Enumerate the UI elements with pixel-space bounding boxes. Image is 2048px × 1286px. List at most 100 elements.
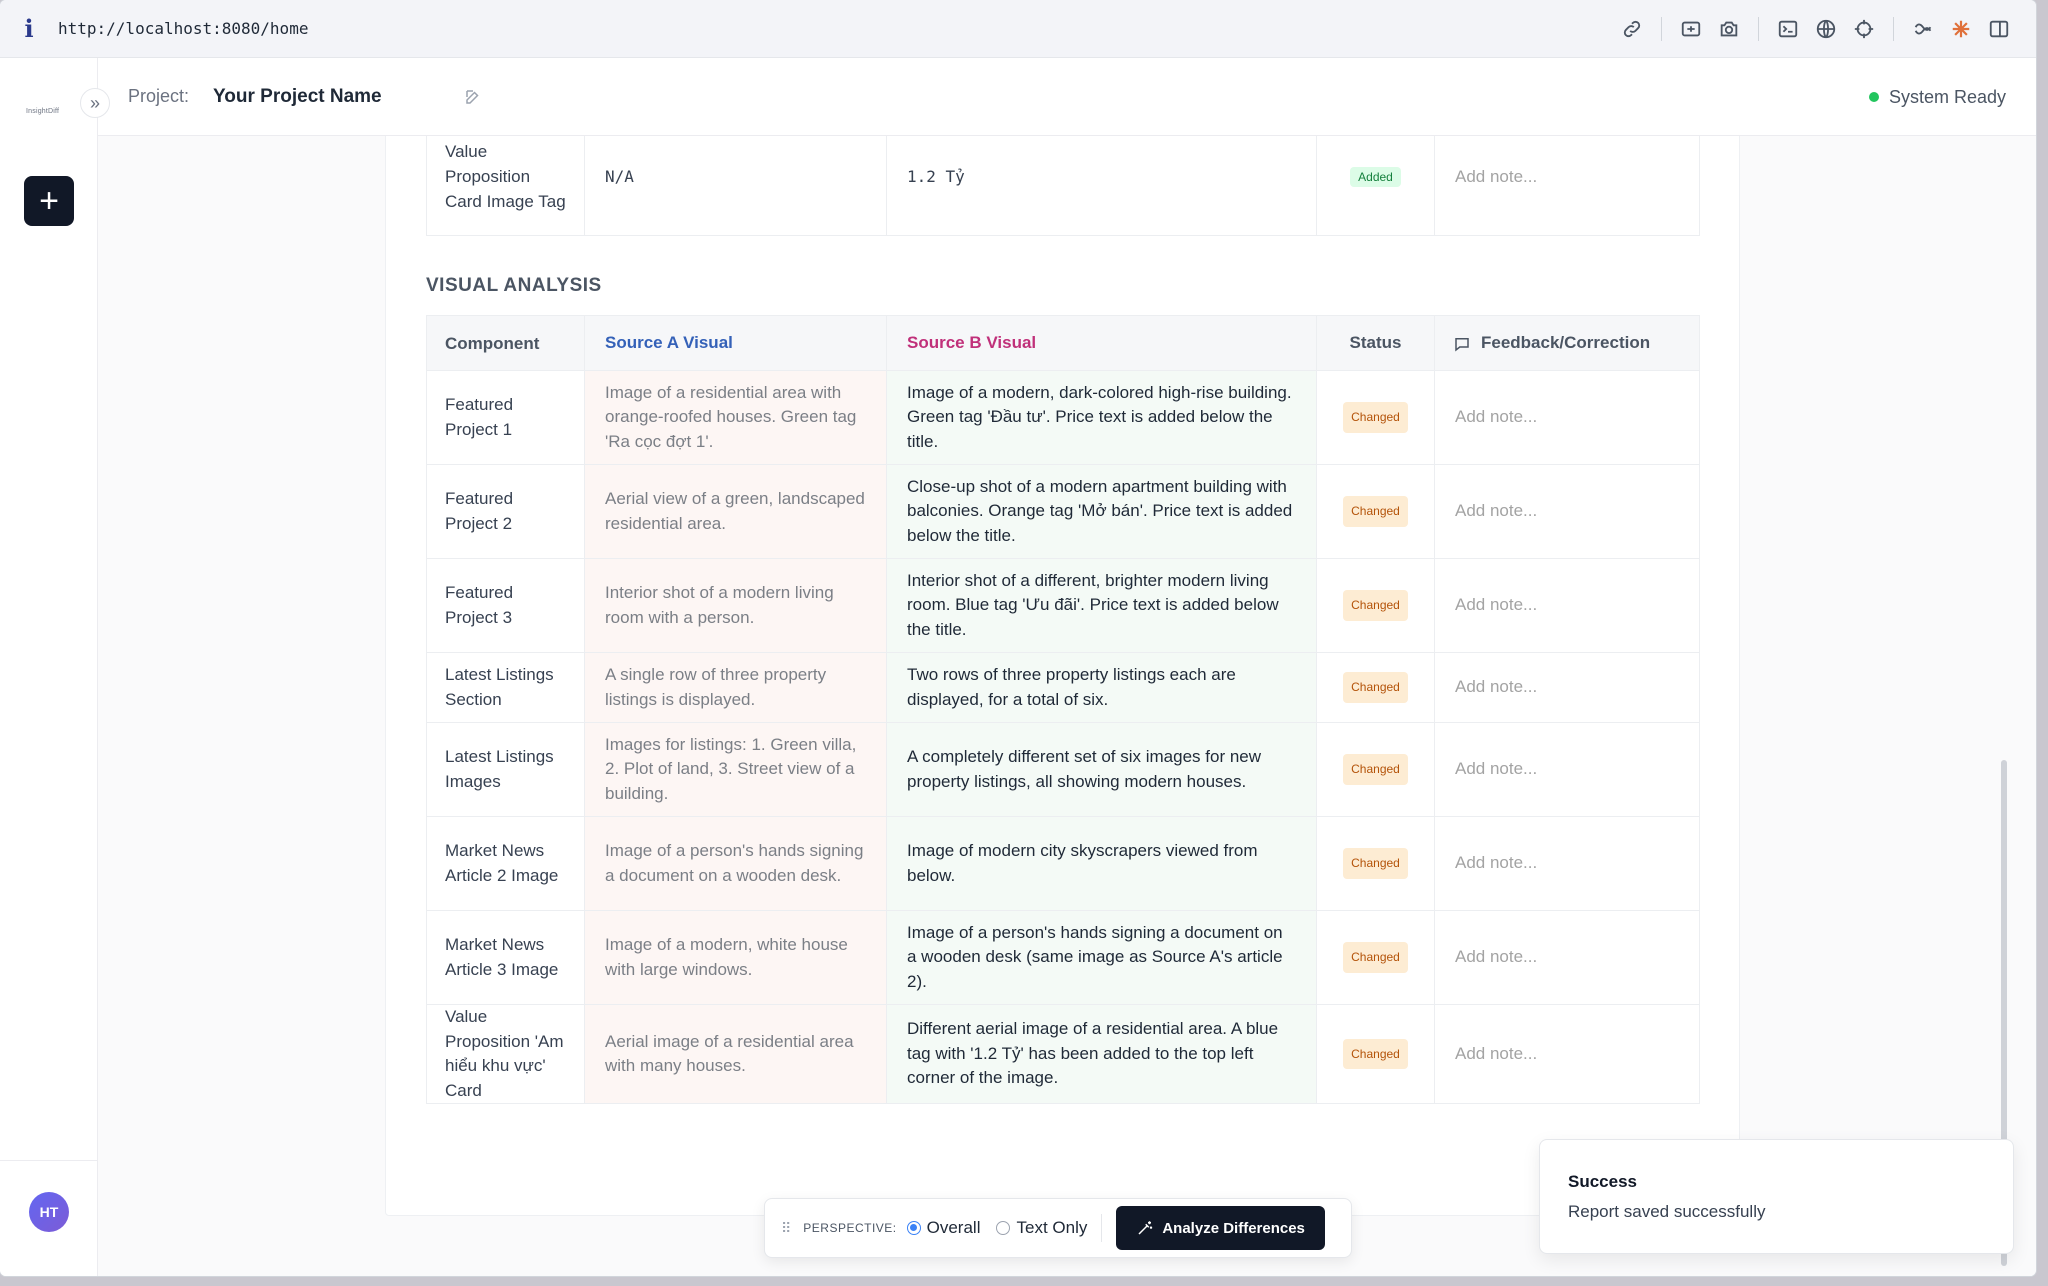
header-feedback-label: Feedback/Correction bbox=[1481, 333, 1651, 352]
source-a-cell: Images for listings: 1. Green villa, 2. … bbox=[584, 722, 887, 817]
report-card: Value Proposition Card Image Tag N/A 1.2… bbox=[385, 136, 1740, 1216]
feedback-input[interactable]: Add note... bbox=[1434, 558, 1700, 653]
user-avatar[interactable]: HT bbox=[29, 1192, 69, 1232]
app-logo[interactable]: InsightDiff bbox=[26, 108, 60, 115]
perspective-label: PERSPECTIVE: bbox=[803, 1221, 897, 1235]
component-cell: Featured Project 1 bbox=[426, 370, 585, 465]
plus-icon: + bbox=[39, 182, 59, 220]
table-row: Featured Project 2 Aerial view of a gree… bbox=[426, 464, 1700, 559]
component-cell: Latest Listings Images bbox=[426, 722, 585, 817]
source-a-cell: Image of a person's hands signing a docu… bbox=[584, 816, 887, 911]
source-b-cell: A completely different set of six images… bbox=[886, 722, 1317, 817]
component-cell: Value Proposition Card Image Tag bbox=[426, 136, 585, 236]
globe-icon[interactable] bbox=[1807, 10, 1845, 48]
source-b-cell: Image of modern city skyscrapers viewed … bbox=[886, 816, 1317, 911]
source-a-cell: Aerial image of a residential area with … bbox=[584, 1004, 887, 1104]
status-cell: Changed bbox=[1316, 722, 1435, 817]
main-content: Value Proposition Card Image Tag N/A 1.2… bbox=[98, 136, 2036, 1276]
split-view-icon[interactable] bbox=[1980, 10, 2018, 48]
status-badge: Changed bbox=[1343, 496, 1408, 527]
status-badge: Changed bbox=[1343, 848, 1408, 879]
terminal-icon[interactable] bbox=[1769, 10, 1807, 48]
table-row: Featured Project 3 Interior shot of a mo… bbox=[426, 558, 1700, 653]
header-source-b: Source B Visual bbox=[886, 315, 1317, 371]
feedback-input[interactable]: Add note... bbox=[1434, 910, 1700, 1005]
camera-icon[interactable] bbox=[1710, 10, 1748, 48]
table-row: Market News Article 3 Image Image of a m… bbox=[426, 910, 1700, 1005]
status-cell: Changed bbox=[1316, 464, 1435, 559]
toolbar-divider bbox=[1893, 17, 1894, 41]
radio-overall[interactable] bbox=[906, 1221, 921, 1235]
status-badge: Changed bbox=[1343, 590, 1408, 621]
drag-handle-icon[interactable]: ⠿ bbox=[781, 1219, 791, 1236]
feedback-input[interactable]: Add note... bbox=[1434, 464, 1700, 559]
text-analysis-table: Value Proposition Card Image Tag N/A 1.2… bbox=[426, 136, 1700, 236]
status-badge: Changed bbox=[1343, 942, 1408, 973]
browser-address-bar: i http://localhost:8080/home bbox=[0, 0, 2036, 58]
comment-icon bbox=[1455, 337, 1469, 352]
source-b-cell: Close-up shot of a modern apartment buil… bbox=[886, 464, 1317, 559]
expand-sidebar-button[interactable]: » bbox=[80, 88, 110, 118]
header-feedback: Feedback/Correction bbox=[1434, 315, 1700, 371]
new-comparison-button[interactable]: + bbox=[24, 176, 74, 226]
source-b-cell: Different aerial image of a residential … bbox=[886, 1004, 1317, 1104]
url-field[interactable]: http://localhost:8080/home bbox=[58, 19, 309, 38]
feedback-input[interactable]: Add note... bbox=[1434, 816, 1700, 911]
source-b-cell: 1.2 Tỷ bbox=[886, 136, 1317, 236]
feedback-input[interactable]: Add note... bbox=[1434, 370, 1700, 465]
header-component: Component bbox=[426, 315, 585, 371]
browser-toolbar bbox=[1613, 0, 2018, 58]
source-a-cell: Interior shot of a modern living room wi… bbox=[584, 558, 887, 653]
toast-message: Report saved successfully bbox=[1568, 1202, 1766, 1221]
site-info-icon[interactable]: i bbox=[24, 14, 34, 43]
table-row: Latest Listings Images Images for listin… bbox=[426, 722, 1700, 817]
scrollbar-thumb[interactable] bbox=[2001, 760, 2007, 1266]
section-title: VISUAL ANALYSIS bbox=[426, 275, 602, 296]
feedback-input[interactable]: Add note... bbox=[1434, 136, 1700, 236]
source-a-cell: Image of a modern, white house with larg… bbox=[584, 910, 887, 1005]
radio-text-only[interactable] bbox=[996, 1221, 1011, 1235]
feedback-input[interactable]: Add note... bbox=[1434, 722, 1700, 817]
edit-icon[interactable] bbox=[464, 88, 482, 106]
component-cell: Latest Listings Section bbox=[426, 652, 585, 723]
chevrons-right-icon: » bbox=[89, 92, 100, 113]
table-row: Featured Project 1 Image of a residentia… bbox=[426, 370, 1700, 465]
success-toast[interactable]: Success Report saved successfully bbox=[1539, 1139, 2014, 1254]
radio-overall-label[interactable]: Overall bbox=[926, 1218, 981, 1237]
source-b-cell: Image of a person's hands signing a docu… bbox=[886, 910, 1317, 1005]
component-cell: Market News Article 2 Image bbox=[426, 816, 585, 911]
source-b-cell: Two rows of three property listings each… bbox=[886, 652, 1317, 723]
status-badge: Changed bbox=[1343, 402, 1408, 433]
table-row: Latest Listings Section A single row of … bbox=[426, 652, 1700, 723]
toast-title: Success bbox=[1568, 1172, 1637, 1191]
status-badge: Changed bbox=[1343, 754, 1408, 785]
component-cell: Market News Article 3 Image bbox=[426, 910, 585, 1005]
sidebar: InsightDiff » + HT bbox=[0, 58, 110, 1276]
component-cell: Featured Project 3 bbox=[426, 558, 585, 653]
extension-icon[interactable] bbox=[1904, 10, 1942, 48]
analyze-differences-button[interactable]: Analyze Differences bbox=[1116, 1206, 1325, 1250]
status-cell: Changed bbox=[1316, 910, 1435, 1005]
link-icon[interactable] bbox=[1613, 10, 1651, 48]
feedback-input[interactable]: Add note... bbox=[1434, 1004, 1700, 1104]
status-cell: Changed bbox=[1316, 652, 1435, 723]
feedback-input[interactable]: Add note... bbox=[1434, 652, 1700, 723]
toolbar-divider bbox=[1101, 1214, 1103, 1242]
header-status: Status bbox=[1316, 315, 1435, 371]
toolbar-divider bbox=[1758, 17, 1759, 41]
analyze-label: Analyze Differences bbox=[1162, 1219, 1305, 1237]
crosshair-icon[interactable] bbox=[1845, 10, 1883, 48]
radio-text-only-label[interactable]: Text Only bbox=[1016, 1218, 1088, 1237]
status-badge: Changed bbox=[1343, 1038, 1408, 1070]
status-badge: Changed bbox=[1343, 672, 1408, 703]
project-header: Project: Your Project Name System Ready bbox=[98, 58, 2036, 136]
project-name[interactable]: Your Project Name bbox=[213, 85, 382, 107]
status-dot bbox=[1868, 92, 1879, 102]
source-a-cell: A single row of three property listings … bbox=[584, 652, 887, 723]
project-label: Project: bbox=[128, 86, 190, 106]
screenshot-icon[interactable] bbox=[1672, 10, 1710, 48]
status-cell: Changed bbox=[1316, 370, 1435, 465]
claude-sparkle-icon[interactable] bbox=[1942, 10, 1980, 48]
status-cell: Added bbox=[1316, 136, 1435, 236]
